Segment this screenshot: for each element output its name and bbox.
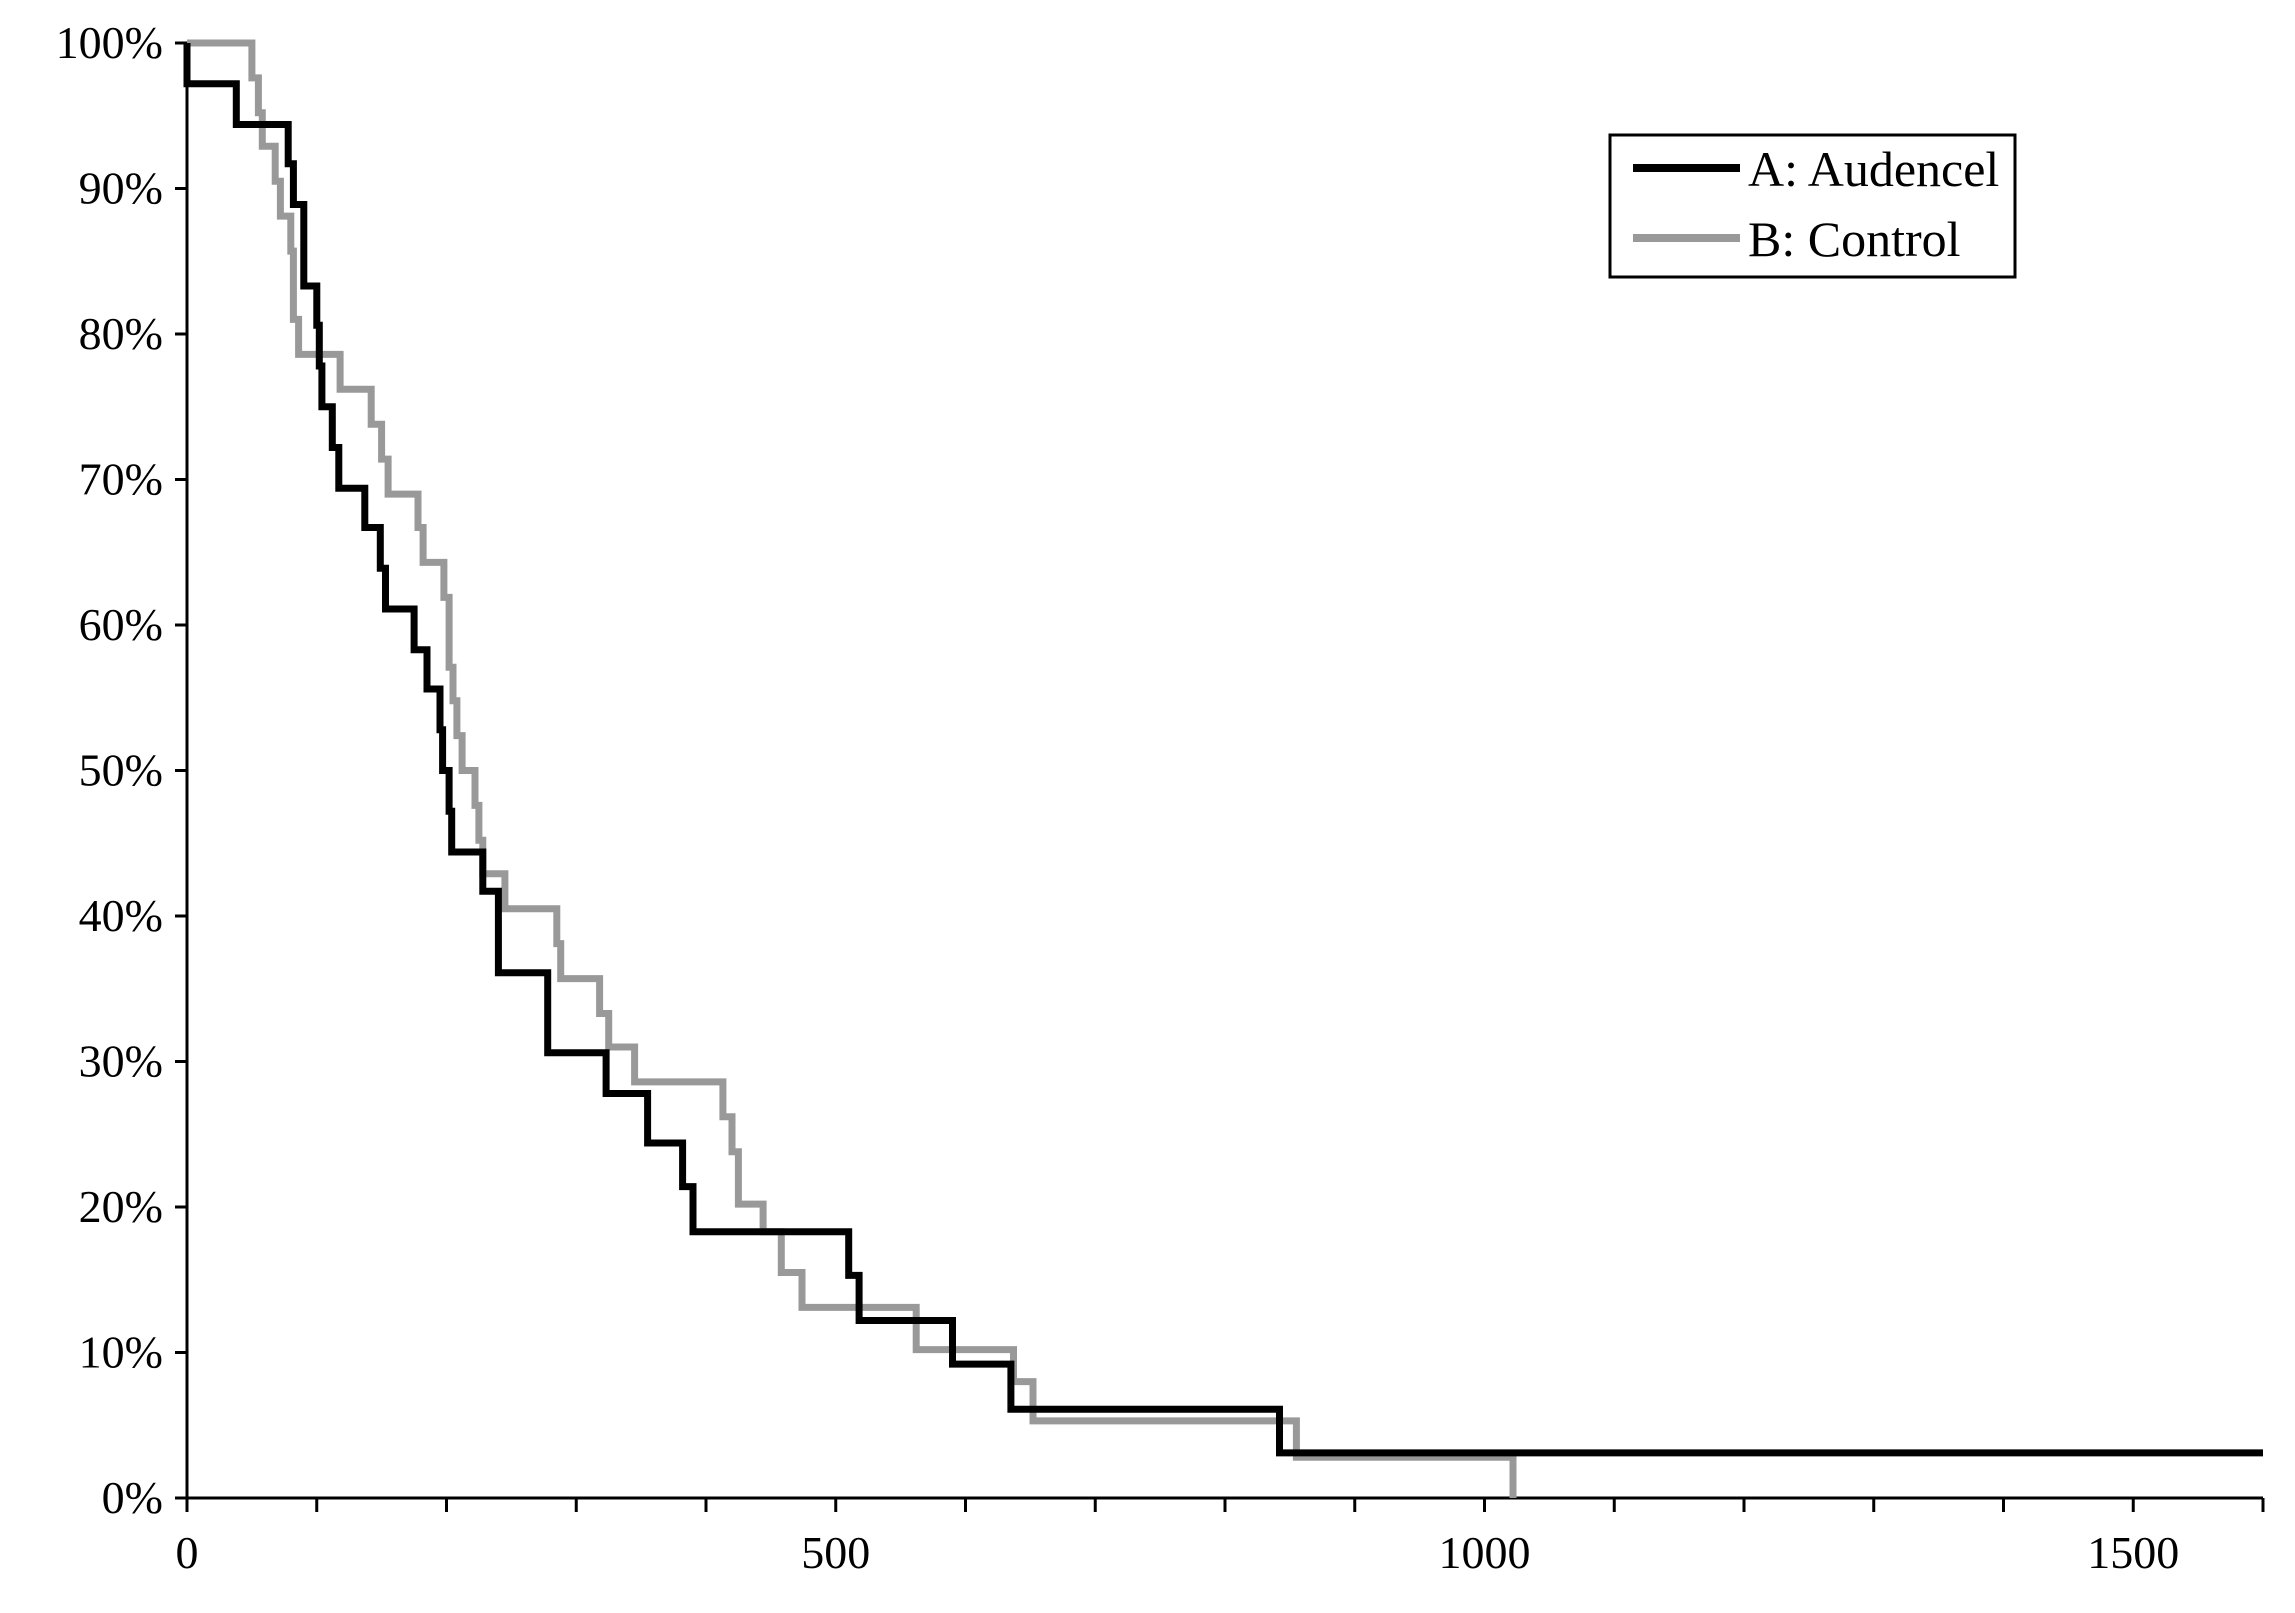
legend-box [1608, 133, 2017, 279]
series-line-control [187, 39, 1517, 1498]
y-tick-label: 70% [79, 454, 163, 505]
y-tick-label: 50% [79, 745, 163, 796]
axes: 0% 10% 20% 30% 40% 50% 60% 70% 80% 90% 100% 0 500 100… [56, 17, 2265, 1578]
legend: A: Audencel B: Control [1608, 133, 2017, 279]
y-tick-label: 90% [79, 163, 163, 214]
legend-label-control: B: Control [1748, 211, 1961, 267]
legend-label-audencel: A: Audencel [1748, 141, 1999, 197]
x-tick-label: 0 [176, 1527, 199, 1578]
y-tick-label: 40% [79, 890, 163, 941]
y-tick-label: 30% [79, 1036, 163, 1087]
y-tick-label: 100% [56, 17, 163, 68]
x-tick-label: 1500 [2087, 1527, 2179, 1578]
x-tick-label: 500 [801, 1527, 870, 1578]
series-layer [183, 39, 2263, 1498]
y-tick-label: 10% [79, 1327, 163, 1378]
y-tick-label: 20% [79, 1181, 163, 1232]
series-line-audencel [183, 43, 2263, 1457]
y-tick-label: 80% [79, 308, 163, 359]
y-tick-label: 60% [79, 599, 163, 650]
x-tick-label: 1000 [1439, 1527, 1531, 1578]
y-tick-label: 0% [102, 1472, 163, 1523]
